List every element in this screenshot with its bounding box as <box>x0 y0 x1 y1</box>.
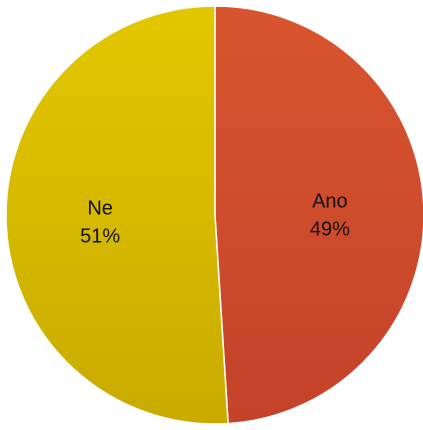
slice-label-ano: Ano 49% <box>310 190 350 240</box>
pie-slice-ano <box>214 5 423 425</box>
slices-layer <box>5 5 423 425</box>
pie-slice-ne <box>5 5 229 425</box>
slice-percent-ne: 51% <box>80 226 120 248</box>
slice-category-ne: Ne <box>87 198 113 220</box>
slice-percent-ano: 49% <box>310 218 350 240</box>
labels-layer: Ano 49% Ne 51% <box>80 190 350 247</box>
slice-category-ano: Ano <box>312 190 348 212</box>
slice-label-ne: Ne 51% <box>80 198 120 248</box>
